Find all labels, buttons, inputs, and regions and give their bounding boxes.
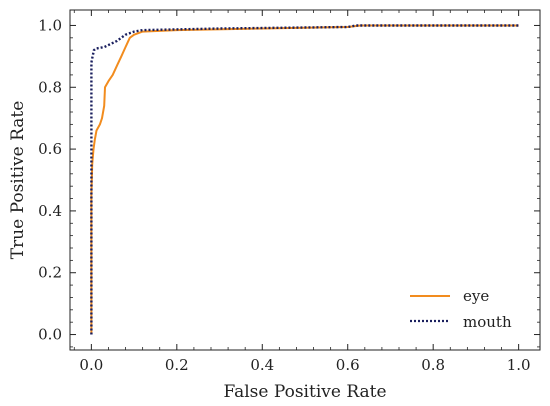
y-tick-label: 0.6 xyxy=(38,140,62,158)
plot-frame xyxy=(69,9,541,351)
x-tick-label: 0.6 xyxy=(336,356,360,374)
y-tick-label: 0.8 xyxy=(38,78,62,96)
x-tick-label: 0.2 xyxy=(165,356,189,374)
legend: eye mouth xyxy=(410,287,512,331)
y-tick-label: 0.4 xyxy=(38,202,62,220)
legend-label-mouth: mouth xyxy=(463,313,512,331)
x-tick-label: 1.0 xyxy=(507,356,531,374)
x-tick-label: 0.4 xyxy=(250,356,274,374)
x-tick-label: 0.0 xyxy=(79,356,103,374)
series-line-eye xyxy=(90,24,519,335)
y-tick-label: 0.0 xyxy=(38,326,62,344)
axis-tick-labels: 0.0 0.0 0.2 0.2 0.4 0.4 0.6 0.6 0.8 0.8 1.0 1.0 xyxy=(38,16,530,374)
roc-series xyxy=(90,24,519,335)
y-axis-label: True Positive Rate xyxy=(8,101,28,260)
axis-ticks xyxy=(70,10,540,350)
y-tick-label: 0.2 xyxy=(38,264,62,282)
series-line-mouth xyxy=(90,24,519,335)
x-tick-label: 0.8 xyxy=(421,356,445,374)
legend-label-eye: eye xyxy=(463,287,489,305)
x-axis-label: False Positive Rate xyxy=(223,382,386,402)
y-tick-label: 1.0 xyxy=(38,16,62,34)
